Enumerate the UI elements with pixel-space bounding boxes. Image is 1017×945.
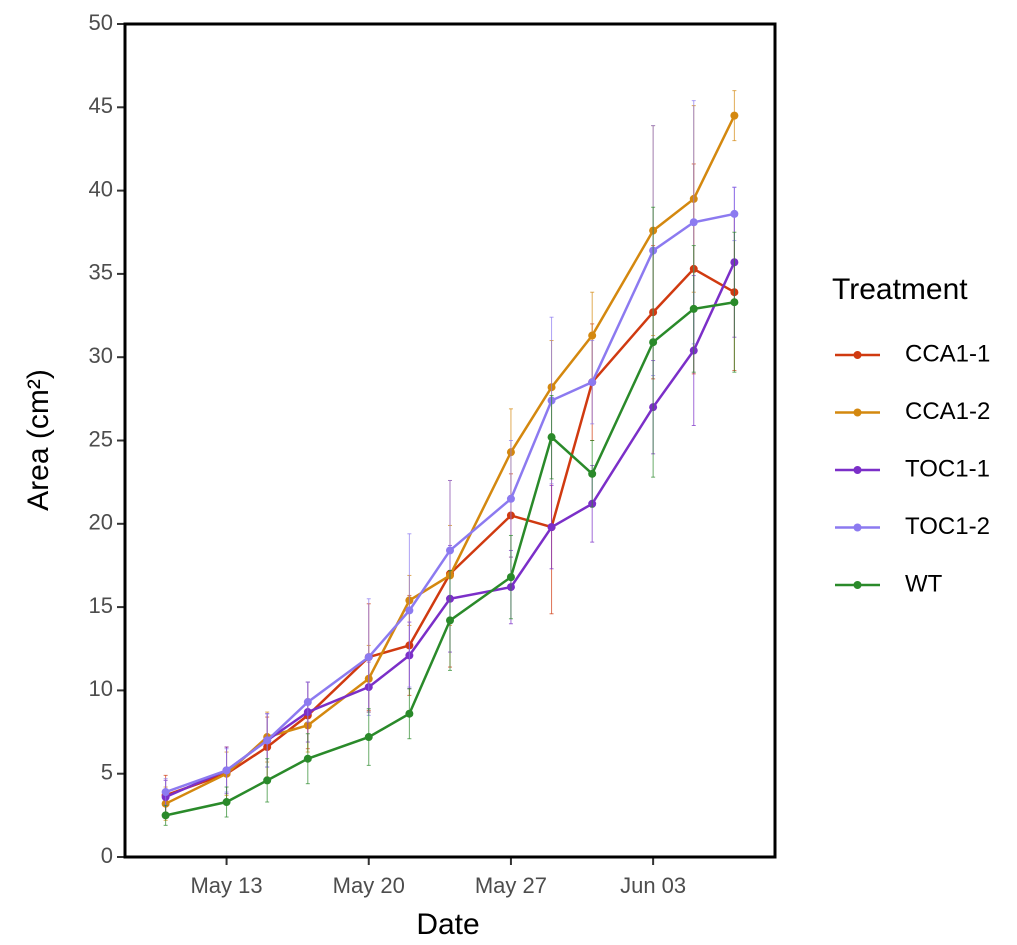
legend-label: CCA1-1 [905,340,990,367]
point [263,736,272,745]
series-line [165,115,736,805]
point [364,653,373,662]
legend-point [853,466,862,474]
point [588,469,597,478]
point [547,433,556,442]
point [689,218,698,227]
point [263,776,272,785]
y-tick-label: 25 [89,426,113,451]
legend-label: TOC1-1 [905,455,990,482]
legend-label: WT [905,570,943,597]
point [506,494,515,503]
legend-point [853,351,862,359]
y-axis-title: Area (cm²) [22,369,55,511]
point [547,523,556,532]
point [588,378,597,387]
legend-point [853,581,862,589]
point [222,766,231,775]
legend-label: CCA1-2 [905,398,990,425]
y-tick-label: 35 [89,260,113,285]
point [161,811,170,820]
point [446,616,454,625]
legend-point [853,408,862,417]
point [730,209,739,218]
x-tick-label: Jun 03 [620,873,686,898]
legend-title: Treatment [832,273,968,306]
y-tick-label: 50 [89,10,113,35]
y-tick-label: 30 [89,343,113,368]
point [649,338,658,347]
y-tick-label: 45 [89,93,113,118]
point [303,698,312,707]
plot-frame [123,22,777,859]
point [405,606,414,615]
x-tick-label: May 20 [333,873,405,898]
point [730,298,739,307]
y-tick-label: 0 [101,843,113,868]
x-tick-label: May 27 [475,873,547,898]
point [446,546,454,555]
y-tick-label: 10 [89,676,113,701]
y-tick-label: 5 [101,760,113,785]
x-axis-title: Date [416,908,479,941]
legend-point [853,523,862,532]
x-tick-label: May 13 [190,873,262,898]
point [303,754,312,763]
y-tick-label: 15 [89,593,113,618]
point [364,733,373,742]
point [222,798,231,807]
legend-label: TOC1-2 [905,513,990,540]
point [689,304,698,313]
point [730,111,739,120]
point [405,709,414,718]
point [588,331,597,340]
point [506,573,515,582]
y-tick-label: 40 [89,176,113,201]
point [161,788,170,797]
y-tick-label: 20 [89,510,113,535]
